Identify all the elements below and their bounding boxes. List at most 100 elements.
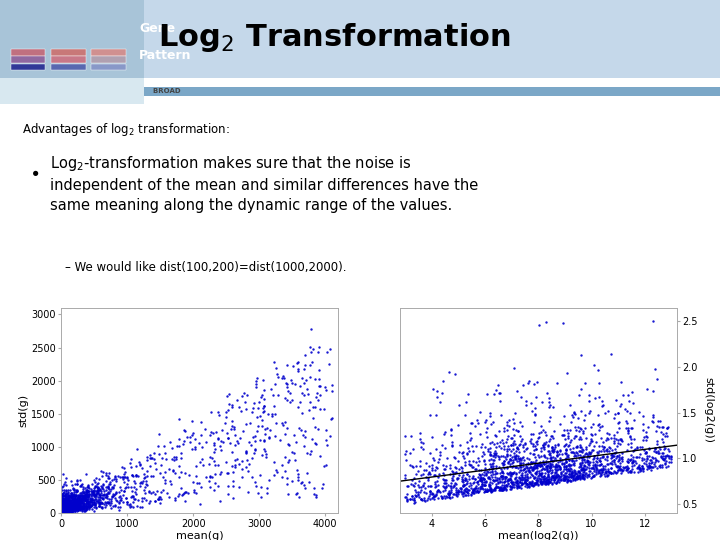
Point xyxy=(59,500,71,509)
Point xyxy=(58,504,70,512)
Point xyxy=(477,440,488,449)
Point xyxy=(593,461,605,470)
Point xyxy=(504,468,516,476)
Point xyxy=(64,500,76,509)
Point xyxy=(66,481,78,490)
Point xyxy=(60,502,71,510)
Point xyxy=(61,505,73,514)
Point xyxy=(469,422,481,430)
Point xyxy=(56,502,68,510)
Point xyxy=(71,503,83,511)
Point xyxy=(92,483,104,492)
Point xyxy=(324,344,336,353)
Point xyxy=(476,480,487,488)
Point xyxy=(469,489,480,498)
Point xyxy=(63,507,74,516)
Point xyxy=(495,472,507,481)
Point xyxy=(276,473,288,482)
Point xyxy=(605,464,616,472)
Point xyxy=(300,433,311,442)
Point xyxy=(96,493,107,502)
Point xyxy=(571,442,582,450)
Point xyxy=(459,461,471,469)
Point xyxy=(559,465,571,474)
Point xyxy=(521,476,532,484)
Point xyxy=(512,480,523,489)
Point xyxy=(554,463,566,471)
Point xyxy=(536,479,547,488)
Point xyxy=(423,468,435,477)
Point xyxy=(568,461,580,470)
Point xyxy=(487,472,498,481)
Point xyxy=(404,495,415,504)
Point xyxy=(574,460,585,469)
Point xyxy=(273,391,284,400)
Point xyxy=(284,441,295,449)
Point xyxy=(75,495,86,504)
Point xyxy=(546,467,557,476)
Point xyxy=(60,504,72,513)
Point xyxy=(611,442,623,450)
Point xyxy=(68,494,80,503)
Point xyxy=(184,433,195,442)
Point xyxy=(645,458,657,467)
Point xyxy=(522,480,534,488)
Point xyxy=(548,453,559,461)
Point xyxy=(290,490,302,498)
Point xyxy=(631,464,643,472)
Point xyxy=(568,465,580,474)
Point xyxy=(83,503,94,511)
Point xyxy=(297,478,308,487)
Point xyxy=(440,462,451,470)
Point xyxy=(85,495,96,503)
Point xyxy=(55,505,67,514)
Point xyxy=(266,384,277,393)
Point xyxy=(661,432,672,441)
Point xyxy=(125,502,137,510)
Point xyxy=(595,453,606,462)
Point xyxy=(71,477,83,485)
Point xyxy=(474,476,485,484)
Point xyxy=(78,500,90,508)
Point xyxy=(588,361,600,369)
Point xyxy=(228,476,239,485)
Point xyxy=(63,502,75,510)
Point xyxy=(628,447,639,456)
Point xyxy=(77,498,89,507)
Point xyxy=(497,451,508,460)
Point xyxy=(485,487,497,495)
Point xyxy=(479,487,490,495)
Point xyxy=(74,496,86,505)
Point xyxy=(310,440,322,448)
Point xyxy=(68,501,79,509)
Point xyxy=(126,471,138,480)
Point xyxy=(446,467,458,476)
Point xyxy=(127,472,139,481)
Point xyxy=(89,484,100,492)
Point xyxy=(251,380,262,389)
Point xyxy=(58,508,69,517)
Point xyxy=(68,496,80,505)
Point xyxy=(79,495,91,503)
Point xyxy=(130,488,141,496)
Point xyxy=(619,462,631,471)
Point xyxy=(516,437,527,445)
Point xyxy=(515,456,526,464)
Point xyxy=(525,480,536,489)
Point xyxy=(632,468,644,476)
Point xyxy=(531,461,543,469)
Point xyxy=(559,469,570,477)
Point xyxy=(549,476,560,484)
Point xyxy=(553,457,564,466)
Point xyxy=(67,503,78,511)
Point xyxy=(602,467,613,475)
Point xyxy=(495,443,506,452)
Point xyxy=(568,434,580,443)
Point xyxy=(62,497,73,505)
Point xyxy=(550,478,562,487)
Point xyxy=(58,508,70,517)
Point xyxy=(505,483,517,491)
Point xyxy=(572,413,583,422)
Point xyxy=(639,446,650,454)
Point xyxy=(504,485,516,494)
